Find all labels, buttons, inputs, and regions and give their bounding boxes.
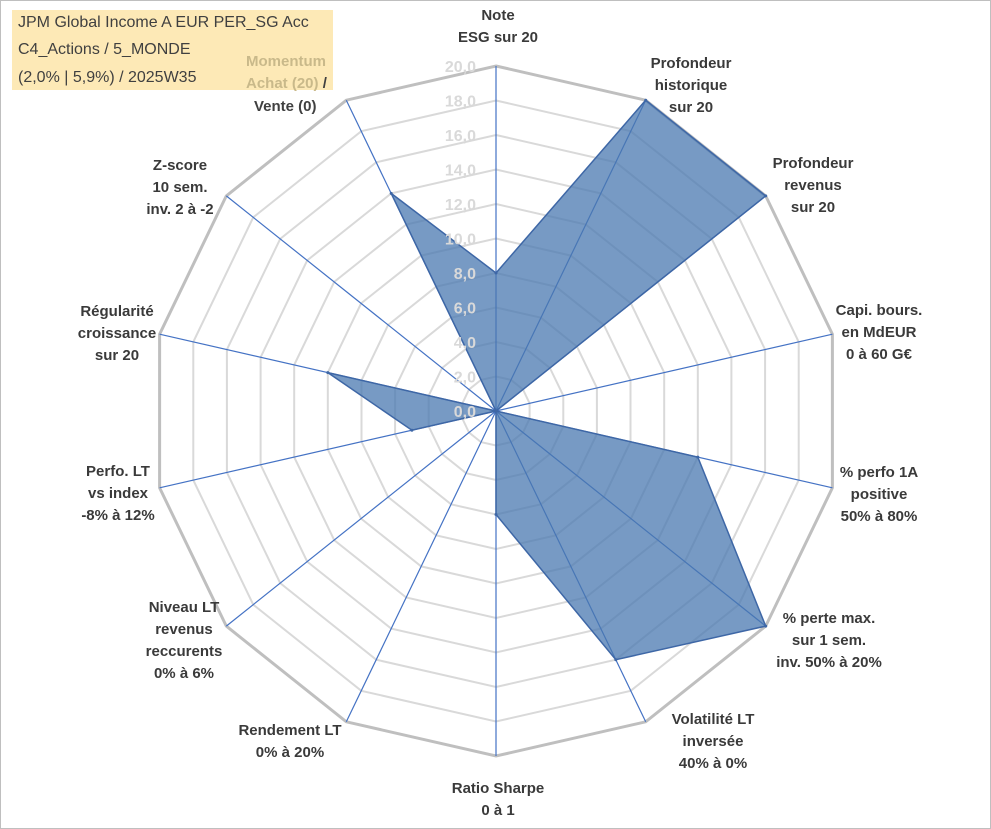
- axis-label: Régularité croissance sur 20: [78, 303, 156, 364]
- axis-label: Profondeur revenus sur 20: [773, 155, 854, 216]
- radar-series: [326, 98, 768, 662]
- radar-point: [764, 624, 768, 628]
- axis-label: % perfo 1A positive 50% à 80%: [840, 464, 919, 525]
- title-box: [12, 10, 333, 90]
- radar-point: [326, 371, 330, 375]
- radar-series-area: [327, 99, 767, 661]
- momentum-label-3: Vente (0): [254, 98, 317, 115]
- tick-label: 18,0: [445, 94, 476, 111]
- tick-label: 12,0: [445, 197, 476, 214]
- axis-label: Note ESG sur 20: [458, 7, 538, 46]
- radar-point: [696, 455, 700, 459]
- radar-spoke: [225, 195, 497, 412]
- axis-label: Ratio Sharpe 0 à 1: [452, 780, 545, 819]
- tick-label: 6,0: [454, 301, 476, 318]
- radar-point: [494, 409, 498, 413]
- axis-label: Rendement LT 0% à 20%: [238, 722, 341, 761]
- title-line-2: C4_Actions / 5_MONDE: [18, 41, 191, 58]
- radar-axis-labels: Note ESG sur 20 Profondeur historique sur 20…: [78, 7, 923, 819]
- radar-point: [389, 191, 393, 195]
- tick-label: 10,0: [445, 232, 476, 249]
- axis-label: Z-score 10 sem. inv. 2 à -2: [146, 157, 213, 218]
- tick-label: 4,0: [454, 335, 476, 352]
- momentum-label-1: Momentum: [246, 53, 326, 70]
- radar-point: [494, 513, 498, 516]
- axis-label: Perfo. LT vs index -8% à 12%: [81, 463, 154, 524]
- radar-point: [764, 194, 768, 198]
- radar-point: [644, 98, 648, 102]
- tick-label: 16,0: [445, 128, 476, 145]
- radar-tick-labels: 0,0 2,0 4,0 6,0 8,0 10,0 12,0 14,0 16,0 18,0 20,0: [445, 59, 476, 421]
- title-line-3: (2,0% | 5,9%) / 2025W35: [18, 69, 197, 86]
- axis-label: % perte max. sur 1 sem. inv. 50% à 20%: [776, 610, 882, 671]
- tick-label: 2,0: [454, 370, 476, 387]
- momentum-label-2: Achat (20) /: [246, 75, 327, 92]
- axis-label: Niveau LT revenus reccurents 0% à 6%: [146, 599, 223, 682]
- axis-label: Capi. bours. en MdEUR 0 à 60 G€: [836, 302, 923, 363]
- radar-point: [494, 271, 498, 275]
- radar-point: [410, 428, 414, 432]
- tick-label: 0,0: [454, 404, 476, 421]
- axis-label: Profondeur historique sur 20: [651, 55, 732, 116]
- axis-label: Volatilité LT inversée 40% à 0%: [672, 711, 755, 772]
- radar-point: [614, 658, 618, 662]
- radar-spoke: [225, 410, 497, 627]
- radar-spoke: [345, 410, 497, 723]
- tick-label: 8,0: [454, 266, 476, 283]
- title-line-1: JPM Global Income A EUR PER_SG Acc: [18, 14, 309, 31]
- radar-spoke: [495, 333, 833, 412]
- momentum-label-2b: /: [318, 75, 327, 92]
- tick-label: 20,0: [445, 59, 476, 76]
- momentum-label-2a: Achat (20): [246, 75, 319, 92]
- tick-label: 14,0: [445, 163, 476, 180]
